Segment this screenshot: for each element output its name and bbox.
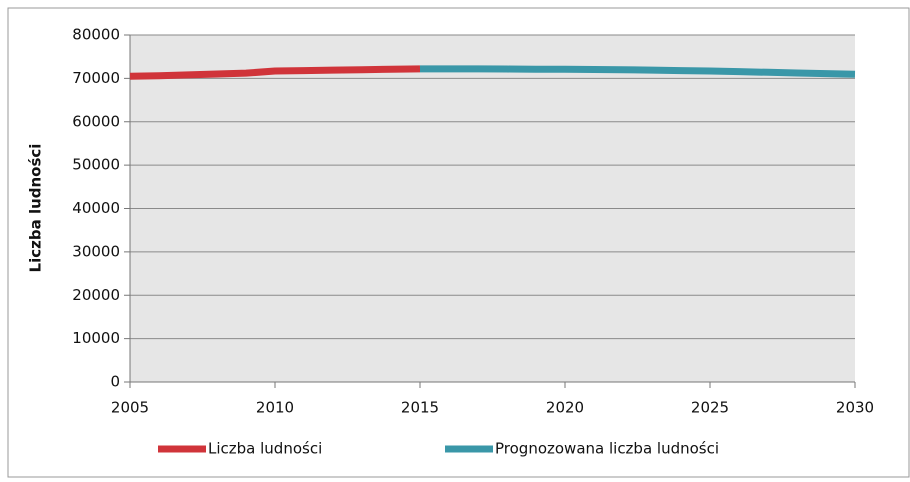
- x-tick-label: 2020: [546, 399, 584, 417]
- y-tick-label: 50000: [72, 156, 120, 174]
- x-tick-label: 2005: [111, 399, 149, 417]
- x-tick-label: 2030: [836, 399, 874, 417]
- y-tick-label: 0: [110, 373, 120, 391]
- series-line: [129, 65, 421, 80]
- y-tick-label: 60000: [72, 112, 120, 130]
- series-line: [420, 65, 856, 78]
- x-tick-label: 2025: [691, 399, 729, 417]
- y-axis-label: Liczba ludności: [27, 144, 45, 273]
- y-tick-label: 20000: [72, 286, 120, 304]
- y-tick-label: 40000: [72, 199, 120, 217]
- y-tick-label: 10000: [72, 329, 120, 347]
- x-tick-label: 2015: [401, 399, 439, 417]
- y-tick-label: 30000: [72, 242, 120, 260]
- legend-label: Liczba ludności: [208, 440, 322, 458]
- legend-label: Prognozowana liczba ludności: [495, 440, 719, 458]
- y-tick-label: 80000: [72, 26, 120, 44]
- y-tick-label: 70000: [72, 69, 120, 87]
- x-tick-label: 2010: [256, 399, 294, 417]
